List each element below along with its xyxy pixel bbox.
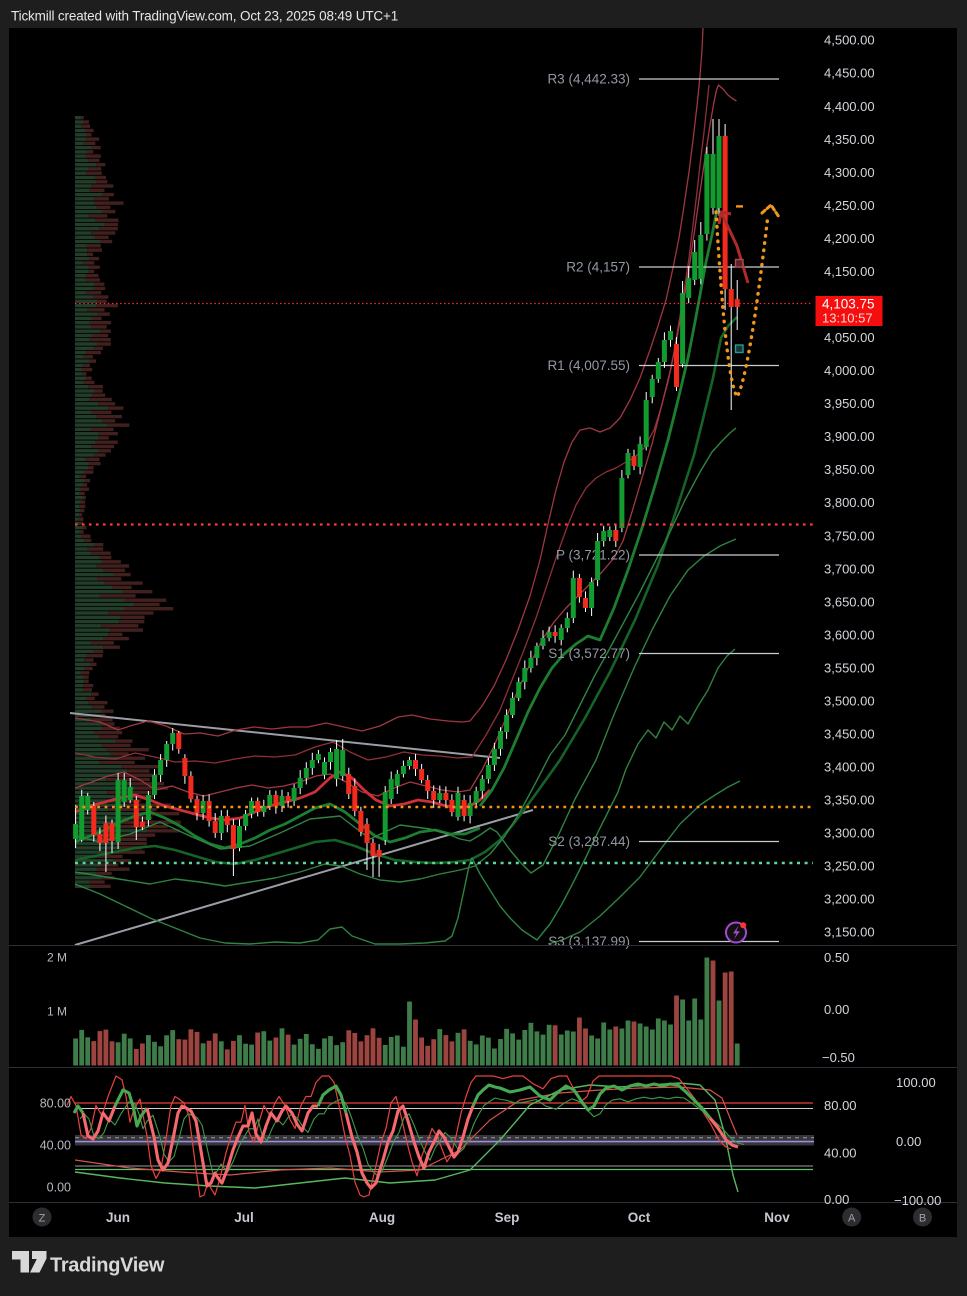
svg-text:0.00: 0.00 — [824, 1192, 849, 1207]
svg-text:3,700.00: 3,700.00 — [824, 561, 875, 576]
svg-text:Sep: Sep — [495, 1210, 520, 1225]
svg-text:P (3,721.22): P (3,721.22) — [556, 548, 630, 563]
svg-text:TradingView: TradingView — [50, 1255, 165, 1277]
svg-text:S2 (3,287.44): S2 (3,287.44) — [548, 834, 630, 849]
svg-text:Nov: Nov — [764, 1210, 790, 1225]
svg-text:4,050.00: 4,050.00 — [824, 330, 875, 345]
svg-text:R2 (4,157): R2 (4,157) — [566, 260, 630, 275]
svg-text:Tickmill created with TradingV: Tickmill created with TradingView.com, O… — [11, 9, 398, 24]
svg-text:3,500.00: 3,500.00 — [824, 693, 875, 708]
svg-text:3,950.00: 3,950.00 — [824, 396, 875, 411]
svg-text:−0.50: −0.50 — [822, 1050, 855, 1065]
svg-text:3,150.00: 3,150.00 — [824, 925, 875, 940]
svg-text:R1 (4,007.55): R1 (4,007.55) — [547, 358, 630, 373]
svg-text:4,400.00: 4,400.00 — [824, 99, 875, 114]
svg-text:Jun: Jun — [106, 1210, 130, 1225]
svg-text:Oct: Oct — [628, 1210, 651, 1225]
svg-text:0.00: 0.00 — [47, 1181, 71, 1195]
svg-text:3,400.00: 3,400.00 — [824, 760, 875, 775]
svg-text:3,650.00: 3,650.00 — [824, 594, 875, 609]
svg-text:R3 (4,442.33): R3 (4,442.33) — [547, 72, 630, 87]
svg-text:4,000.00: 4,000.00 — [824, 363, 875, 378]
svg-text:3,300.00: 3,300.00 — [824, 826, 875, 841]
svg-text:−100.00: −100.00 — [894, 1193, 941, 1208]
svg-text:40.00: 40.00 — [824, 1146, 857, 1161]
svg-text:100.00: 100.00 — [896, 1075, 936, 1090]
svg-text:4,350.00: 4,350.00 — [824, 132, 875, 147]
svg-text:3,200.00: 3,200.00 — [824, 892, 875, 907]
svg-text:4,250.00: 4,250.00 — [824, 198, 875, 213]
svg-text:80.00: 80.00 — [824, 1098, 857, 1113]
svg-text:2 M: 2 M — [47, 951, 67, 965]
svg-text:3,450.00: 3,450.00 — [824, 726, 875, 741]
svg-text:3,750.00: 3,750.00 — [824, 528, 875, 543]
svg-text:Aug: Aug — [369, 1210, 395, 1225]
svg-text:0.50: 0.50 — [824, 950, 849, 965]
svg-text:4,450.00: 4,450.00 — [824, 66, 875, 81]
svg-text:4,500.00: 4,500.00 — [824, 33, 875, 48]
svg-text:S1 (3,572.77): S1 (3,572.77) — [548, 646, 630, 661]
svg-text:1 M: 1 M — [47, 1005, 67, 1019]
svg-text:4,200.00: 4,200.00 — [824, 231, 875, 246]
svg-text:80.00: 80.00 — [40, 1097, 71, 1111]
svg-text:0.00: 0.00 — [824, 1002, 849, 1017]
svg-text:4,103.75: 4,103.75 — [822, 297, 875, 312]
svg-text:3,850.00: 3,850.00 — [824, 462, 875, 477]
svg-text:3,550.00: 3,550.00 — [824, 660, 875, 675]
svg-text:3,800.00: 3,800.00 — [824, 495, 875, 510]
svg-text:40.00: 40.00 — [40, 1139, 71, 1153]
svg-text:3,250.00: 3,250.00 — [824, 859, 875, 874]
svg-text:3,600.00: 3,600.00 — [824, 627, 875, 642]
svg-text:0.00: 0.00 — [896, 1134, 921, 1149]
svg-text:B: B — [919, 1213, 926, 1225]
svg-text:Z: Z — [39, 1213, 46, 1225]
svg-text:3,900.00: 3,900.00 — [824, 429, 875, 444]
svg-text:S3 (3,137.99): S3 (3,137.99) — [548, 934, 630, 949]
svg-text:3,350.00: 3,350.00 — [824, 793, 875, 808]
svg-text:A: A — [848, 1213, 856, 1225]
svg-text:4,150.00: 4,150.00 — [824, 264, 875, 279]
svg-text:Jul: Jul — [234, 1210, 254, 1225]
svg-text:4,300.00: 4,300.00 — [824, 165, 875, 180]
svg-text:13:10:57: 13:10:57 — [822, 311, 873, 326]
